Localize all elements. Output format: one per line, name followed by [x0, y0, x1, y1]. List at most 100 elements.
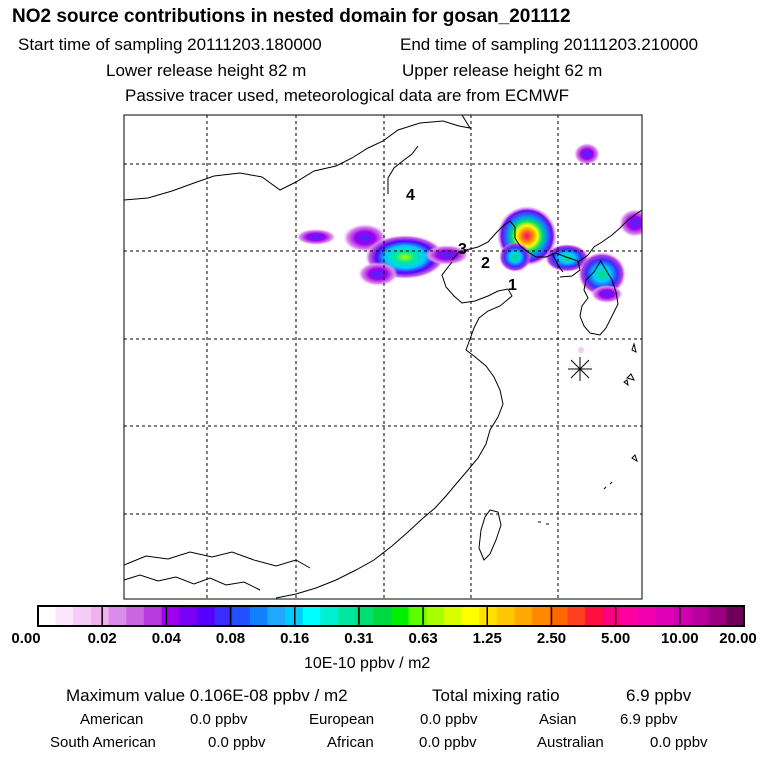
colorbar-cell [302, 606, 321, 626]
china-south-border [124, 574, 261, 591]
manchuria-border [387, 145, 419, 194]
plume-korea-south [591, 285, 623, 303]
total-mixing-label: Total mixing ratio [432, 686, 560, 705]
colorbar-cell [461, 606, 480, 626]
colorbar-cell [585, 606, 604, 626]
plume-bohai-coast [425, 245, 469, 265]
colorbar-cell [496, 606, 516, 626]
plume-dalian [499, 242, 531, 272]
colorbar-tick-label: 0.04 [151, 630, 181, 647]
region-value-asian: 6.9 ppbv [620, 711, 678, 728]
colorbar-tick-label: 0.08 [215, 630, 246, 647]
plume-east-sea-north [574, 143, 600, 165]
plume-inner-mongolia-west [296, 229, 336, 245]
taiwan [478, 509, 502, 561]
colorbar-cell [90, 606, 110, 626]
colorbar-tick-label: 20.00 [719, 630, 757, 647]
region-value-south-american: 0.0 ppbv [208, 734, 266, 751]
colorbar-tick-label: 2.50 [536, 630, 567, 647]
colorbar-cell [408, 606, 427, 626]
colorbar-cell [179, 606, 198, 626]
colorbar-cell [479, 606, 498, 626]
upper-release-label: Upper release height 62 m [402, 61, 603, 80]
colorbar-cell [708, 606, 727, 626]
colorbar-cell [267, 606, 286, 626]
colorbar-tick-label: 0.31 [344, 630, 374, 647]
japan-islands [623, 342, 638, 463]
map-frame [123, 114, 643, 600]
colorbar-tick-label: 0.02 [87, 630, 117, 647]
colorbar-cell [443, 606, 463, 626]
region-name-european: European [309, 711, 375, 728]
korea-coast [577, 209, 642, 336]
colorbar-cell [355, 606, 374, 626]
colorbar-cell [373, 606, 392, 626]
colorbar-frame [37, 605, 745, 627]
region-value-australian: 0.0 ppbv [650, 734, 708, 751]
colorbar-cell [549, 606, 568, 626]
plume-east-coast [619, 209, 642, 237]
total-mixing-value: 6.9 ppbv [626, 686, 692, 705]
region-label-3: 3 [458, 241, 467, 258]
colorbar-cell [338, 606, 357, 626]
colorbar-cell [143, 606, 163, 626]
region-name-south-american: South American [50, 734, 156, 751]
colorbar-cell [232, 606, 251, 626]
colorbar-cell [73, 606, 92, 626]
colorbar-cell [126, 606, 145, 626]
colorbar-tick-label: 0.00 [11, 630, 41, 647]
grid-lines [124, 115, 642, 599]
colorbar-cell [691, 606, 710, 626]
colorbar-cell [196, 606, 215, 626]
colorbar-cell [567, 606, 586, 626]
mongolia-border [124, 115, 472, 201]
colorbar [37, 605, 745, 627]
colorbar-cell [673, 606, 692, 626]
region-value-african: 0.0 ppbv [419, 734, 477, 751]
colorbar-cell [391, 606, 410, 626]
colorbar-tick-label: 1.25 [472, 630, 502, 647]
region-name-asian: Asian [539, 711, 577, 728]
lower-release-label: Lower release height 82 m [106, 61, 307, 80]
start-time-label: Start time of sampling 20111203.180000 [18, 35, 322, 54]
colorbar-cell [726, 606, 745, 626]
colorbar-cell [161, 606, 180, 626]
plume-yellow-sea-spot [578, 347, 584, 353]
colorbar-tick-label: 0.16 [280, 630, 310, 647]
region-value-european: 0.0 ppbv [420, 711, 478, 728]
colorbar-cell [55, 606, 74, 626]
bohai-coast [451, 220, 581, 278]
colorbar-tick-label: 0.63 [408, 630, 438, 647]
colorbar-cell [108, 606, 127, 626]
colorbar-cell [426, 606, 445, 626]
colorbar-cell [214, 606, 233, 626]
colorbar-cell [532, 606, 551, 626]
colorbar-tick-label: 10.00 [661, 630, 699, 647]
colorbar-cell [638, 606, 657, 626]
region-labels: 4 3 2 1 [406, 187, 517, 294]
shandong-coast [275, 261, 513, 599]
region-label-4: 4 [406, 187, 415, 204]
region-value-american: 0.0 ppbv [190, 711, 248, 728]
tracer-note: Passive tracer used, meteorological data… [125, 86, 570, 105]
region-label-1: 1 [508, 277, 517, 294]
coastlines [124, 115, 642, 599]
china-inland-border [124, 551, 311, 569]
region-name-australian: Australian [537, 734, 604, 751]
colorbar-cell [655, 606, 674, 626]
receptor-star-icon [568, 357, 592, 381]
colorbar-unit: 10E-10 ppbv / m2 [304, 655, 431, 672]
colorbar-cell [320, 606, 339, 626]
ryukyu-islands [538, 481, 613, 525]
end-time-label: End time of sampling 20111203.210000 [400, 35, 699, 54]
colorbar-cell [620, 606, 639, 626]
region-name-african: African [327, 734, 374, 751]
colorbar-tick-label: 5.00 [601, 630, 631, 647]
chart-title: NO2 source contributions in nested domai… [12, 6, 571, 27]
plume-hebei-south [358, 262, 398, 286]
maximum-value: Maximum value 0.106E-08 ppbv / m2 [66, 686, 348, 705]
colorbar-cell [38, 606, 57, 626]
colorbar-cell [514, 606, 533, 626]
region-label-2: 2 [481, 255, 490, 272]
